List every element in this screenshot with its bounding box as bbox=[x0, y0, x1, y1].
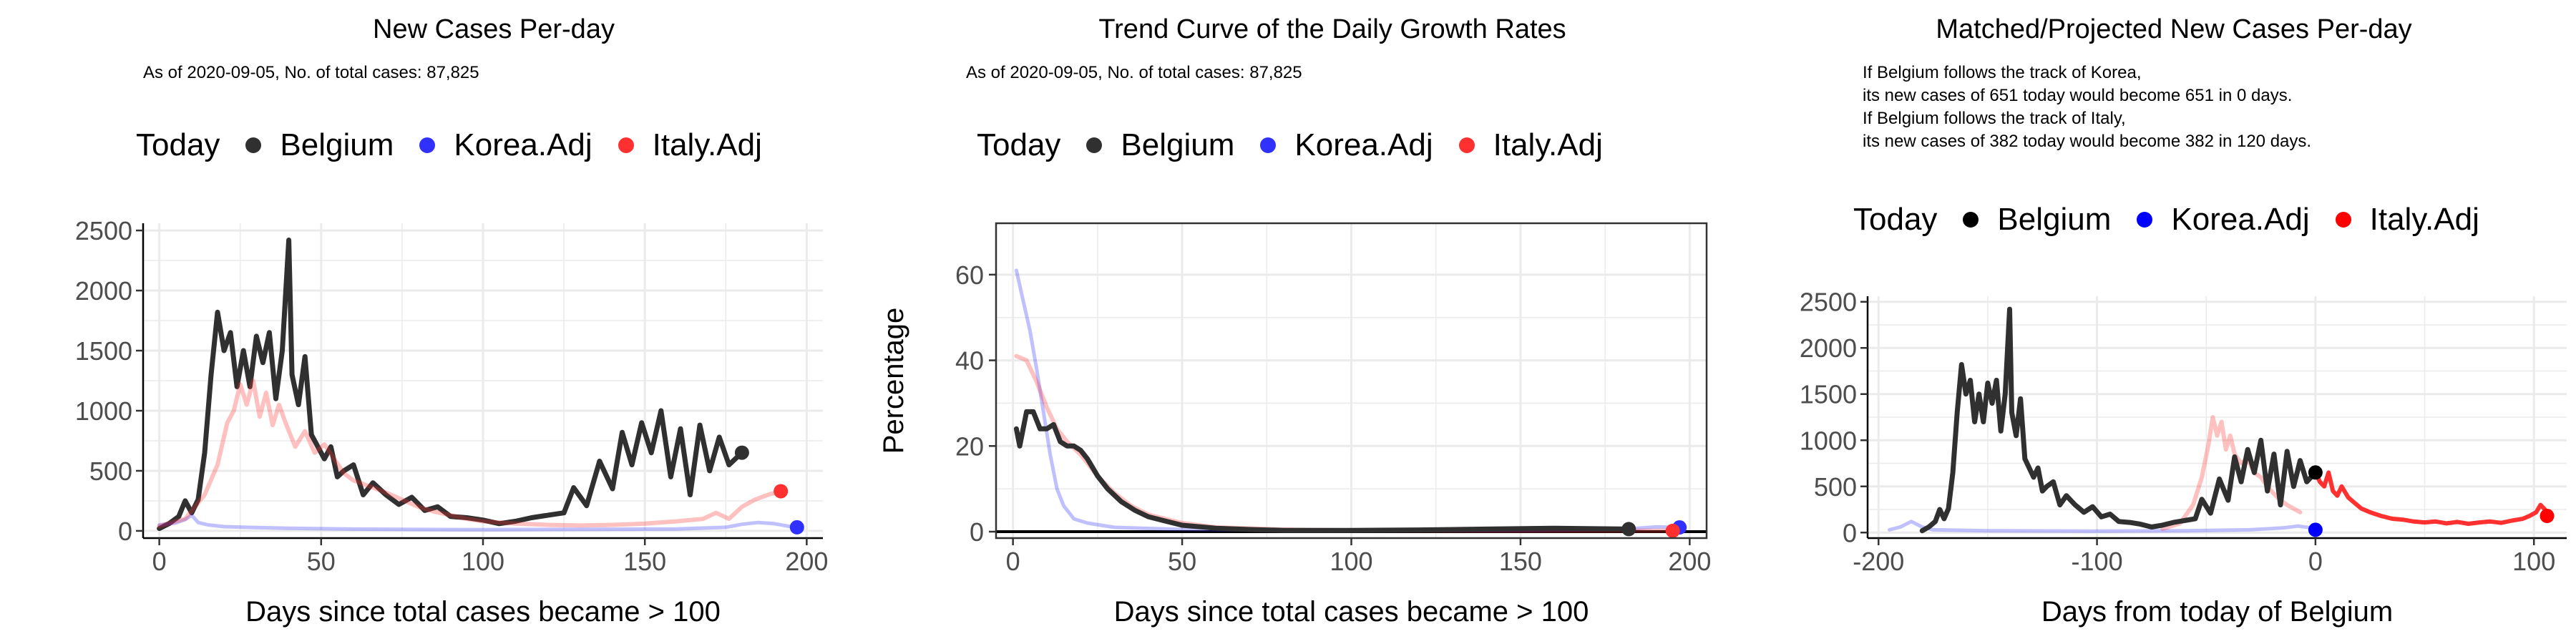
legend-key-korea bbox=[1260, 137, 1277, 153]
x-tick-label: 50 bbox=[307, 547, 336, 576]
y-tick-label: 2500 bbox=[1800, 288, 1857, 317]
grid bbox=[143, 223, 823, 538]
today-point-italy-adj bbox=[1665, 523, 1680, 538]
today-point-italy-adj bbox=[774, 484, 789, 499]
plot-area: 0 50 100 150 200 0 20 40 60 Days since total case… bbox=[878, 222, 1711, 628]
legend-key-belgium bbox=[245, 137, 262, 153]
y-tick-label: 500 bbox=[1814, 472, 1857, 502]
legend-key-belgium bbox=[1086, 137, 1103, 153]
y-axis-title: Percentage bbox=[878, 308, 909, 454]
y-tick-label: 60 bbox=[955, 260, 984, 290]
x-tick-label: 0 bbox=[1006, 547, 1020, 576]
x-tick-label: 200 bbox=[785, 547, 828, 576]
legend-key-italy bbox=[1458, 137, 1475, 153]
x-tick-label: 200 bbox=[1668, 547, 1711, 576]
x-tick-label: 0 bbox=[152, 547, 167, 576]
grid bbox=[996, 223, 1707, 538]
legend: Today Belgium Korea.Adj Italy.Adj bbox=[136, 127, 788, 163]
x-tick-label: 50 bbox=[1168, 547, 1196, 576]
legend-label-korea: Korea.Adj bbox=[1294, 127, 1433, 162]
annotation-line-2: its new cases of 651 today would become … bbox=[1863, 86, 2293, 105]
y-tick-label: 1500 bbox=[75, 336, 132, 366]
x-axis-title: Days since total cases became > 100 bbox=[245, 596, 721, 628]
y-tick-label: 1000 bbox=[1800, 426, 1857, 455]
legend-label-belgium: Belgium bbox=[1121, 127, 1235, 162]
legend-key-korea bbox=[419, 137, 436, 153]
legend-key-italy bbox=[2335, 212, 2351, 228]
today-point-italy-adj bbox=[2540, 509, 2555, 524]
legend-label-italy: Italy.Adj bbox=[1493, 127, 1603, 162]
legend: Today Belgium Korea.Adj Italy.Adj bbox=[1853, 202, 2505, 238]
x-tick-label: 150 bbox=[1499, 547, 1542, 576]
x-axis-title: Days since total cases became > 100 bbox=[1114, 596, 1589, 628]
legend-label-korea: Korea.Adj bbox=[2171, 202, 2310, 237]
legend-key-korea bbox=[2137, 212, 2153, 228]
y-tick-label: 40 bbox=[955, 346, 984, 376]
y-tick-label: 1000 bbox=[75, 396, 132, 426]
legend-key-italy bbox=[618, 137, 634, 153]
series-line-korea-adj bbox=[1888, 519, 2318, 533]
x-tick-label: 100 bbox=[1330, 547, 1372, 576]
y-tick-label: 500 bbox=[89, 457, 132, 486]
series-line-belgium bbox=[1919, 306, 2318, 534]
legend-title: Today bbox=[977, 127, 1061, 162]
series-line-belgium bbox=[1013, 409, 1631, 533]
legend-label-italy: Italy.Adj bbox=[652, 127, 762, 162]
y-tick-label: 0 bbox=[970, 517, 984, 547]
legend-label-belgium: Belgium bbox=[1997, 202, 2112, 237]
legend-key-belgium bbox=[1963, 212, 1979, 228]
annotation-line-4: its new cases of 382 today would become … bbox=[1863, 132, 2312, 151]
today-point-belgium bbox=[734, 445, 749, 460]
x-tick-label: 100 bbox=[2512, 547, 2555, 576]
y-tick-label: 1500 bbox=[1800, 380, 1857, 409]
chart-title: New Cases Per-day bbox=[373, 14, 615, 44]
x-tick-label: 100 bbox=[462, 547, 504, 576]
y-tick-label: 0 bbox=[118, 517, 132, 546]
today-point-belgium bbox=[2308, 465, 2323, 480]
y-tick-label: 2000 bbox=[75, 276, 132, 306]
y-tick-label: 2000 bbox=[1800, 333, 1857, 363]
x-tick-label: 0 bbox=[2308, 547, 2323, 576]
legend-label-korea: Korea.Adj bbox=[454, 127, 592, 162]
chart-title: Matched/Projected New Cases Per-day bbox=[1936, 14, 2412, 44]
annotation-line-3: If Belgium follows the track of Italy, bbox=[1863, 109, 2126, 128]
legend-title: Today bbox=[136, 127, 220, 162]
x-tick-label: -200 bbox=[1853, 547, 1904, 576]
today-point-belgium bbox=[1621, 522, 1636, 537]
x-tick-label: -100 bbox=[2072, 547, 2123, 576]
panel-projected-cases: Matched/Projected New Cases Per-day If B… bbox=[1717, 0, 2576, 644]
y-tick-label: 2500 bbox=[75, 216, 132, 245]
today-point-korea-adj bbox=[789, 519, 804, 535]
panel-growth-rates: Trend Curve of the Daily Growth Rates As… bbox=[859, 0, 1717, 644]
legend-title: Today bbox=[1853, 202, 1938, 237]
x-tick-label: 150 bbox=[623, 547, 666, 576]
series-line-belgium bbox=[157, 238, 745, 532]
chart-subtitle: As of 2020-09-05, No. of total cases: 87… bbox=[966, 63, 1302, 82]
x-axis-title: Days from today of Belgium bbox=[2041, 596, 2393, 628]
series-line-italy-adj bbox=[157, 379, 784, 529]
annotation-line-1: If Belgium follows the track of Korea, bbox=[1863, 63, 2142, 82]
legend-label-belgium: Belgium bbox=[280, 127, 394, 162]
today-point-korea-adj bbox=[2308, 522, 2323, 537]
y-tick-label: 0 bbox=[1843, 518, 1857, 547]
legend: Today Belgium Korea.Adj Italy.Adj bbox=[977, 127, 1629, 163]
chart-title: Trend Curve of the Daily Growth Rates bbox=[1098, 14, 1566, 44]
y-tick-label: 20 bbox=[955, 431, 984, 461]
series-line-korea-adj bbox=[157, 513, 799, 532]
panel-new-cases: New Cases Per-day As of 2020-09-05, No. … bbox=[0, 0, 859, 644]
series-line-italy-adj bbox=[1014, 353, 1675, 533]
legend-label-italy: Italy.Adj bbox=[2369, 202, 2479, 237]
chart-subtitle: As of 2020-09-05, No. of total cases: 87… bbox=[143, 63, 479, 82]
series-line-italy-adj-projected bbox=[2313, 470, 2552, 526]
